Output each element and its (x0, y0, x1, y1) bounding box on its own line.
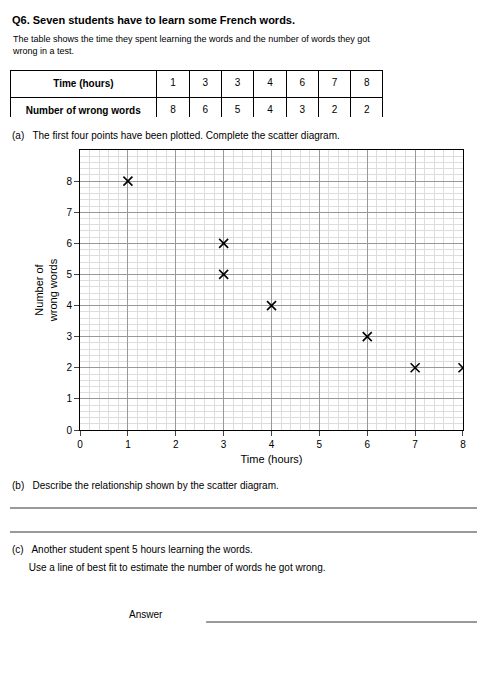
svg-text:5: 5 (235, 104, 241, 115)
svg-text:4: 4 (267, 77, 273, 88)
svg-text:4: 4 (66, 300, 72, 311)
svg-text:The table shows the time they: The table shows the time they spent lear… (12, 34, 370, 56)
svg-text:1: 1 (125, 439, 131, 450)
svg-text:3: 3 (299, 104, 305, 115)
svg-text:Time (hours): Time (hours) (241, 453, 303, 465)
svg-text:0: 0 (66, 425, 72, 436)
svg-text:(a) The first four points ha: (a) The first four points have been plot… (12, 130, 340, 141)
svg-text:4: 4 (267, 104, 273, 115)
svg-text:Number of wrong words: Number of wrong words (26, 105, 141, 116)
svg-text:4: 4 (269, 439, 275, 450)
svg-text:8: 8 (66, 176, 72, 187)
svg-text:7: 7 (412, 439, 418, 450)
svg-text:2: 2 (66, 362, 72, 373)
svg-text:6: 6 (364, 439, 370, 450)
svg-text:1: 1 (66, 393, 72, 404)
svg-text:3: 3 (203, 77, 209, 88)
svg-text:(c) Another student spent 5: (c) Another student spent 5 hours learni… (12, 544, 253, 555)
svg-text:1: 1 (170, 77, 176, 88)
svg-text:5: 5 (66, 269, 72, 280)
svg-text:Time (hours): Time (hours) (53, 78, 113, 89)
svg-text:Use a line of best fit to esti: Use a line of best fit to estimate the n… (12, 562, 326, 573)
svg-text:3: 3 (221, 439, 227, 450)
svg-text:Q6. Seven students have to lea: Q6. Seven students have to learn some Fr… (12, 14, 295, 26)
svg-text:6: 6 (66, 238, 72, 249)
svg-text:5: 5 (317, 439, 323, 450)
svg-text:3: 3 (66, 331, 72, 342)
svg-text:8: 8 (460, 439, 466, 450)
svg-text:0: 0 (77, 439, 83, 450)
svg-text:2: 2 (332, 104, 338, 115)
svg-text:7: 7 (66, 207, 72, 218)
svg-text:3: 3 (235, 77, 241, 88)
svg-text:6: 6 (299, 77, 305, 88)
svg-text:2: 2 (173, 439, 179, 450)
svg-text:2: 2 (364, 104, 370, 115)
svg-text:8: 8 (170, 104, 176, 115)
svg-text:Answer: Answer (129, 609, 163, 620)
svg-text:(b) Describe the relationshi: (b) Describe the relationship shown by t… (12, 480, 279, 491)
svg-text:6: 6 (203, 104, 209, 115)
svg-text:8: 8 (364, 77, 370, 88)
svg-text:7: 7 (332, 77, 338, 88)
svg-text:Number ofwrong words: Number ofwrong words (33, 258, 59, 322)
